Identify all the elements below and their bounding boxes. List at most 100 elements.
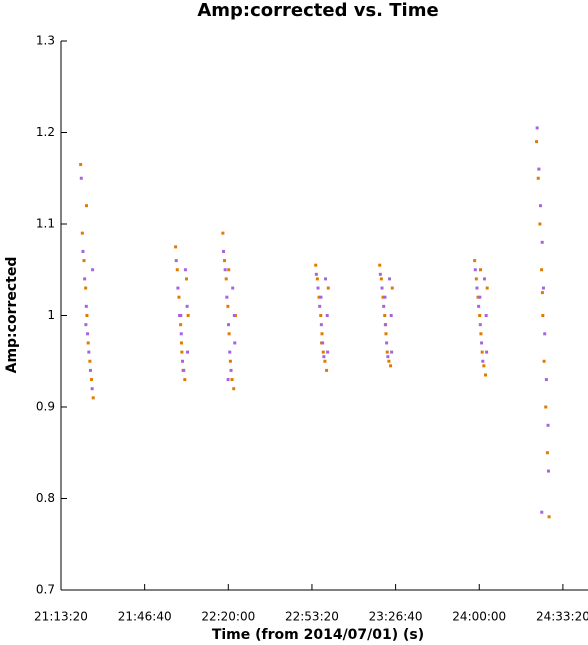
point: [545, 451, 549, 455]
point: [384, 332, 388, 336]
point: [181, 359, 185, 363]
point: [389, 364, 393, 368]
point: [385, 350, 389, 354]
y-tick-label: 1.1: [36, 217, 55, 231]
point: [228, 359, 232, 363]
point: [319, 295, 323, 299]
point: [175, 268, 179, 272]
x-tick-label: 24:00:00: [452, 610, 506, 624]
point: [177, 295, 181, 299]
point: [482, 364, 486, 368]
point: [321, 341, 325, 345]
point: [88, 359, 92, 363]
point: [378, 272, 382, 276]
point: [382, 304, 386, 308]
point: [326, 286, 330, 290]
point: [186, 350, 190, 354]
point: [180, 350, 184, 354]
point: [224, 277, 228, 281]
point: [179, 341, 183, 345]
point: [84, 286, 88, 290]
point: [221, 249, 225, 253]
point: [541, 314, 545, 317]
point: [390, 286, 394, 290]
y-tick-label: 1: [47, 308, 55, 322]
x-axis-label: Time (from 2014/07/01) (s): [212, 627, 424, 643]
point: [323, 359, 327, 363]
y-tick-label: 0.9: [36, 400, 55, 414]
point: [322, 355, 326, 359]
point: [537, 167, 541, 171]
point: [475, 286, 479, 290]
point: [230, 378, 234, 382]
point: [226, 304, 230, 308]
point: [477, 304, 481, 308]
point: [183, 378, 187, 382]
point: [484, 314, 488, 317]
point: [86, 341, 90, 345]
point: [480, 341, 484, 345]
point: [542, 359, 546, 363]
point: [179, 323, 183, 327]
point: [314, 263, 318, 267]
point: [185, 304, 189, 308]
point: [314, 272, 318, 276]
point: [319, 314, 323, 317]
point: [179, 314, 183, 317]
y-tick-label: 1.2: [36, 125, 55, 139]
x-tick-label: 24:33:20: [536, 610, 588, 624]
point: [90, 378, 94, 382]
point: [223, 259, 227, 263]
point: [184, 277, 188, 281]
point: [324, 277, 328, 281]
point: [179, 332, 183, 336]
point: [479, 332, 483, 336]
point: [82, 259, 86, 263]
point: [481, 359, 485, 363]
point: [385, 341, 389, 345]
point: [91, 396, 95, 400]
point: [536, 176, 540, 180]
point: [478, 323, 482, 327]
point: [232, 314, 236, 317]
point: [319, 323, 323, 327]
point: [540, 291, 544, 295]
x-tick-label: 21:13:20: [34, 610, 88, 624]
point: [326, 350, 330, 354]
point: [388, 277, 392, 281]
point: [226, 378, 230, 382]
point: [383, 314, 387, 317]
point: [228, 350, 232, 354]
point: [478, 295, 482, 299]
point: [85, 204, 89, 208]
point: [88, 368, 92, 372]
point: [233, 341, 237, 345]
point: [91, 268, 95, 272]
point: [378, 263, 382, 267]
point: [317, 295, 321, 299]
point: [544, 378, 548, 382]
point: [478, 314, 482, 317]
point: [325, 314, 329, 317]
point: [485, 286, 489, 290]
x-tick-label: 21:46:40: [118, 610, 172, 624]
point: [186, 314, 190, 317]
y-axis-label: Amp:corrected: [4, 257, 20, 374]
point: [543, 332, 547, 336]
point: [390, 350, 394, 354]
point: [90, 387, 94, 391]
point: [83, 277, 87, 281]
point: [547, 515, 551, 519]
point: [229, 368, 233, 372]
point: [379, 277, 383, 281]
point: [546, 423, 550, 427]
point: [227, 268, 231, 272]
point: [81, 249, 85, 253]
y-tick-label: 1.3: [36, 34, 55, 48]
point: [79, 163, 83, 167]
point: [540, 510, 544, 514]
point: [174, 259, 178, 263]
point: [221, 231, 225, 235]
